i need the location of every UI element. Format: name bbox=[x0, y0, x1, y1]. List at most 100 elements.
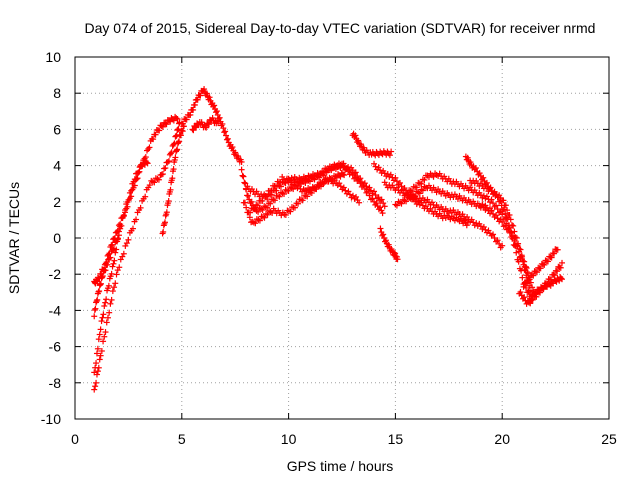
data-point bbox=[541, 261, 548, 268]
data-point bbox=[361, 180, 368, 187]
data-point bbox=[325, 167, 332, 174]
data-point bbox=[232, 149, 239, 156]
data-point bbox=[101, 333, 108, 340]
data-point bbox=[108, 296, 115, 303]
data-point bbox=[175, 126, 182, 133]
data-point bbox=[430, 173, 437, 180]
data-point bbox=[203, 124, 210, 131]
data-point bbox=[320, 169, 327, 176]
data-point bbox=[201, 86, 208, 93]
data-point bbox=[520, 283, 527, 290]
y-tick-label: 10 bbox=[45, 49, 61, 65]
data-point bbox=[97, 280, 104, 287]
series-track-23 bbox=[526, 274, 566, 302]
data-point bbox=[98, 347, 105, 354]
series-track-11 bbox=[247, 169, 348, 216]
data-point bbox=[524, 269, 531, 276]
data-point bbox=[190, 106, 197, 113]
data-point bbox=[519, 253, 526, 260]
data-point bbox=[396, 179, 403, 186]
data-point bbox=[499, 211, 506, 218]
series-track-19 bbox=[467, 177, 531, 277]
data-point bbox=[111, 257, 118, 264]
data-point bbox=[102, 260, 109, 267]
data-point bbox=[100, 338, 107, 345]
data-point bbox=[240, 173, 247, 180]
data-point bbox=[554, 246, 561, 253]
data-point bbox=[527, 300, 534, 307]
data-point bbox=[413, 184, 420, 191]
data-point bbox=[259, 197, 266, 204]
data-point bbox=[120, 250, 127, 257]
data-point bbox=[160, 228, 167, 235]
data-point bbox=[418, 180, 425, 187]
data-point bbox=[203, 90, 210, 97]
data-point bbox=[163, 209, 170, 216]
x-tick-label: 15 bbox=[388, 431, 404, 447]
data-point bbox=[102, 329, 109, 336]
data-point bbox=[515, 248, 522, 255]
data-point bbox=[238, 158, 245, 165]
data-point bbox=[101, 303, 108, 310]
data-point bbox=[500, 197, 507, 204]
data-point bbox=[238, 166, 245, 173]
data-point bbox=[146, 144, 153, 151]
data-point bbox=[91, 313, 98, 320]
data-point bbox=[174, 146, 181, 153]
data-point bbox=[308, 187, 315, 194]
data-point bbox=[93, 350, 100, 357]
data-point bbox=[93, 298, 100, 305]
data-point bbox=[168, 149, 175, 156]
data-point bbox=[223, 132, 230, 139]
data-point bbox=[548, 254, 555, 261]
data-point bbox=[506, 211, 513, 218]
data-point bbox=[490, 200, 497, 207]
data-point bbox=[312, 185, 319, 192]
data-point bbox=[304, 193, 311, 200]
data-point bbox=[336, 180, 343, 187]
data-point bbox=[358, 178, 365, 185]
x-tick-label: 0 bbox=[71, 431, 79, 447]
data-point bbox=[537, 265, 544, 272]
data-point bbox=[156, 127, 163, 134]
data-point bbox=[499, 242, 506, 249]
data-point bbox=[366, 192, 373, 199]
data-point bbox=[113, 246, 120, 253]
data-point bbox=[103, 259, 110, 266]
y-axis-label: SDTVAR / TECUs bbox=[6, 182, 22, 294]
data-point bbox=[221, 129, 228, 136]
data-point bbox=[239, 172, 246, 179]
data-point bbox=[502, 202, 509, 209]
y-tick-label: -4 bbox=[49, 302, 62, 318]
series-track-3 bbox=[91, 158, 151, 287]
data-point bbox=[216, 114, 223, 121]
data-point bbox=[95, 288, 102, 295]
data-point bbox=[99, 314, 106, 321]
data-point bbox=[508, 222, 515, 229]
data-point bbox=[263, 192, 270, 199]
data-point bbox=[248, 198, 255, 205]
data-point bbox=[112, 280, 119, 287]
data-point bbox=[377, 225, 384, 232]
data-point bbox=[159, 171, 166, 178]
data-point bbox=[92, 305, 99, 312]
data-point bbox=[517, 289, 524, 296]
data-point bbox=[507, 216, 514, 223]
data-point bbox=[501, 206, 508, 213]
data-point bbox=[111, 284, 118, 291]
data-point bbox=[292, 204, 299, 211]
data-point bbox=[509, 232, 516, 239]
data-point bbox=[407, 195, 414, 202]
data-point bbox=[155, 176, 162, 183]
x-tick-label: 20 bbox=[494, 431, 510, 447]
y-tick-label: -10 bbox=[41, 411, 61, 427]
data-point bbox=[137, 204, 144, 211]
x-axis-label: GPS time / hours bbox=[287, 458, 394, 474]
data-point bbox=[518, 267, 525, 274]
data-point bbox=[558, 275, 565, 282]
data-point bbox=[419, 187, 426, 194]
data-point bbox=[494, 206, 501, 213]
data-point bbox=[96, 331, 103, 338]
data-point bbox=[299, 177, 306, 184]
data-point bbox=[116, 223, 123, 230]
